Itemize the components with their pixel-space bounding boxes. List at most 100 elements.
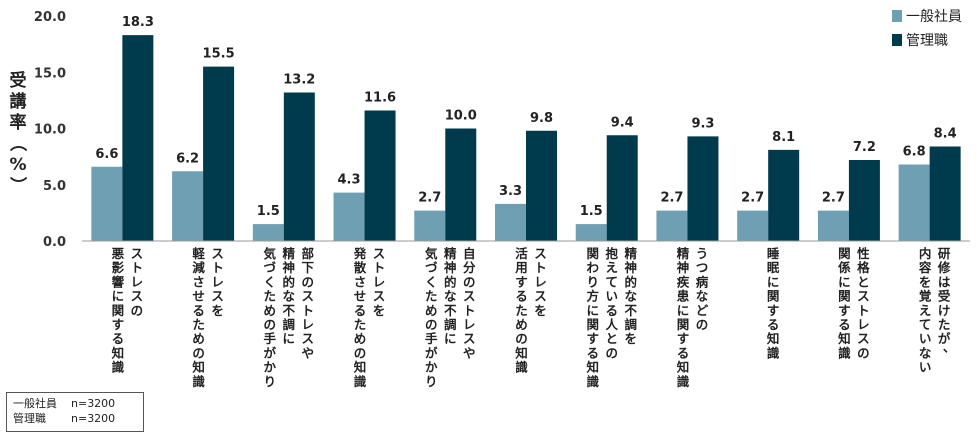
category-labels: ストレスの悪影響に関する知識ストレスを軽減させるための知識部下のストレスや精神的…: [111, 246, 956, 389]
category-label-line: 関係に関する知識: [837, 246, 851, 360]
category-label-line: 内容を覚えていない: [918, 246, 932, 375]
category-label-line: ストレスを: [211, 246, 224, 318]
bar-manager: [848, 160, 880, 241]
data-label: 11.6: [364, 91, 396, 106]
sample-note-n: n=3200: [71, 412, 116, 425]
sample-note-row: 一般社員 n=3200: [13, 396, 137, 411]
legend-swatch-manager: [892, 34, 902, 46]
bar-manager: [445, 128, 477, 241]
category-label-line: 精神疾患に関する知識: [676, 246, 690, 389]
bar-general: [172, 171, 204, 241]
data-label: 2.7: [741, 191, 764, 206]
data-label: 15.5: [203, 47, 235, 62]
data-label: 2.7: [660, 191, 683, 206]
y-axis-label-char: %: [9, 155, 26, 175]
data-label: 4.3: [338, 173, 361, 188]
bar-manager: [203, 66, 235, 241]
category-label: 研修は受けたが、内容を覚えていない: [918, 246, 956, 375]
y-tick-label: 10.0: [34, 123, 66, 138]
data-label: 7.2: [853, 140, 876, 155]
category-label-line: 活用するための知識: [514, 246, 528, 375]
bar-manager: [768, 149, 800, 241]
category-label-line: 精神的な不調に: [444, 246, 457, 346]
y-tick-label: 20.0: [34, 10, 66, 25]
category-label: 睡眠に関する知識: [766, 246, 780, 360]
category-label-line: 軽減させるための知識: [191, 246, 205, 389]
bar-general: [91, 166, 123, 241]
bars: [91, 35, 961, 241]
bar-general: [575, 224, 607, 241]
bar-manager: [687, 136, 719, 241]
bar-general: [817, 210, 849, 241]
category-label-line: 精神的な不調に: [283, 246, 296, 346]
category-label-line: ストレスを: [373, 246, 386, 318]
bar-manager: [122, 35, 154, 241]
category-label-line: ストレスを: [534, 246, 547, 318]
data-label: 9.3: [691, 116, 714, 131]
data-label: 8.1: [772, 130, 795, 145]
bar-general: [737, 210, 769, 241]
category-label-line: 発散させるための知識: [353, 246, 367, 389]
category-label-line: 部下のストレスや: [302, 246, 315, 360]
sample-note-name: 管理職: [13, 412, 46, 425]
category-label-line: 抱えている人との: [605, 246, 618, 360]
data-label: 18.3: [122, 15, 154, 30]
data-label: 10.0: [445, 109, 477, 124]
category-label-line: ストレスの: [131, 246, 144, 318]
bar-manager: [283, 92, 315, 241]
category-label-line: 研修は受けたが、: [937, 246, 956, 354]
sample-note-row: 管理職 n=3200: [13, 411, 137, 426]
data-label: 3.3: [499, 184, 522, 199]
y-axis-label-char: 受: [10, 70, 27, 91]
data-label: 6.6: [95, 147, 118, 162]
category-label-line: 関わり方に関する知識: [585, 246, 599, 389]
y-tick-label: 0.0: [43, 235, 66, 250]
bar-general: [252, 224, 284, 241]
category-label-line: 睡眠に関する知識: [766, 246, 780, 360]
data-label: 2.7: [822, 191, 845, 206]
category-label-line: うつ病などの: [696, 246, 709, 332]
data-label: 6.2: [176, 151, 199, 166]
bar-general: [333, 192, 365, 241]
data-label: 1.5: [580, 204, 603, 219]
category-label-line: 気づくための手がかり: [425, 246, 438, 389]
data-labels: 6.6 18.3 6.2 15.5 1.5 13.2 4.3 11.6 2.7 10.0 3.3 9.…: [95, 15, 956, 219]
y-axis-label-char: （: [7, 135, 28, 152]
category-label-line: 精神的な不調を: [624, 246, 637, 346]
bar-manager: [929, 146, 961, 241]
legend-label: 一般社員: [906, 9, 962, 25]
legend-label: 管理職: [906, 33, 948, 49]
sample-note-name: 一般社員: [13, 397, 57, 410]
data-label: 9.8: [530, 111, 553, 126]
bar-general: [656, 210, 688, 241]
bar-general: [898, 164, 930, 241]
y-tick-label: 5.0: [43, 179, 66, 194]
category-label-line: 自分のストレスや: [463, 246, 476, 360]
y-axis-label-char: 講: [10, 91, 27, 112]
bar-manager: [606, 135, 638, 241]
category-label-line: 気づくための手がかり: [264, 246, 277, 389]
bar-manager: [526, 130, 557, 241]
data-label: 8.4: [934, 127, 957, 142]
data-label: 9.4: [611, 115, 634, 130]
data-label: 6.8: [903, 145, 926, 160]
bar-general: [495, 203, 526, 241]
category-label-line: 悪影響に関する知識: [111, 246, 125, 375]
sample-note-n: n=3200: [71, 397, 116, 410]
y-axis-label-char: ）: [7, 177, 28, 194]
bar-general: [414, 210, 446, 241]
sample-size-note: 一般社員 n=3200 管理職 n=3200: [6, 392, 144, 432]
y-tick-label: 15.0: [34, 66, 66, 81]
bar-manager: [364, 110, 396, 241]
